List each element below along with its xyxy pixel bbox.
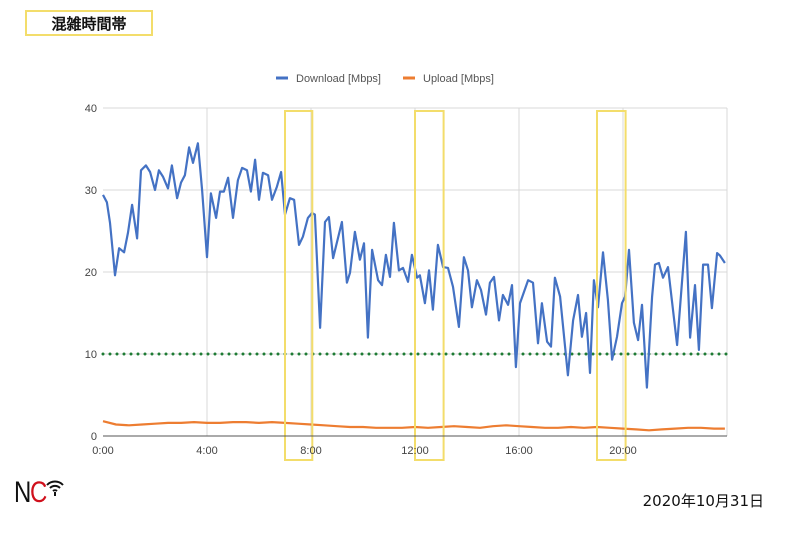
legend-label-1: Upload [Mbps] — [423, 73, 494, 85]
y-tick-label: 10 — [85, 349, 97, 361]
chart-title: 混雑時間帯 — [51, 14, 127, 33]
y-tick-label: 40 — [85, 103, 97, 115]
wifi-icon — [45, 478, 65, 496]
congestion-highlight-box — [284, 110, 314, 461]
chart-title-box: 混雑時間帯 — [25, 10, 153, 36]
legend: Download [Mbps] Upload [Mbps] — [276, 73, 494, 85]
logo-letter-n: N — [14, 476, 31, 509]
x-tick-label: 8:00 — [300, 445, 321, 457]
legend-label-0: Download [Mbps] — [296, 73, 381, 85]
series-line-download — [102, 142, 726, 389]
logo-letter-c: C — [29, 476, 47, 509]
y-tick-label: 0 — [91, 431, 97, 443]
congestion-highlight-box — [596, 110, 627, 461]
x-tick-label: 4:00 — [196, 445, 217, 457]
congestion-highlight-box — [414, 110, 445, 461]
x-tick-label: 0:00 — [92, 445, 113, 457]
x-tick-label: 20:00 — [609, 445, 637, 457]
x-tick-label: 16:00 — [505, 445, 533, 457]
series-lines — [102, 142, 726, 432]
y-tick-label: 20 — [85, 267, 97, 279]
series-line-upload — [102, 420, 725, 432]
y-tick-label: 30 — [85, 185, 97, 197]
report-date: 2020年10月31日 — [642, 492, 764, 510]
axes: 0 10 20 30 40 0:00 4:00 8:00 12:00 16:00 20:00 — [85, 103, 727, 457]
highlight-boxes — [284, 110, 627, 461]
x-tick-label: 12:00 — [401, 445, 429, 457]
nc-wifi-logo: N C — [14, 478, 65, 508]
